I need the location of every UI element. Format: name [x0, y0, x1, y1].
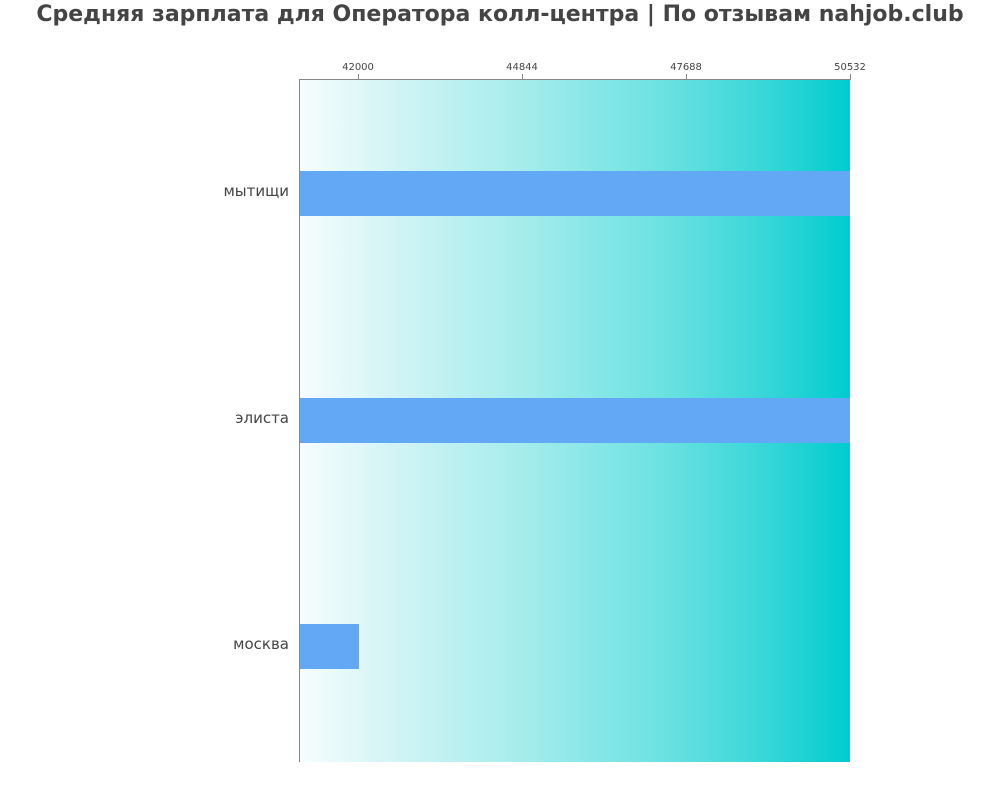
- x-tick-label: 44844: [506, 62, 538, 73]
- bar-1: [300, 398, 850, 443]
- y-axis-line: [299, 79, 300, 762]
- bar-2: [300, 624, 359, 669]
- x-tick-label: 50532: [834, 62, 866, 73]
- x-axis-line: [300, 79, 850, 80]
- x-tick-mark: [522, 74, 523, 80]
- category-label: мытищи: [223, 182, 289, 200]
- x-tick-label: 47688: [670, 62, 702, 73]
- x-tick-label: 42000: [342, 62, 374, 73]
- chart-title: Средняя зарплата для Оператора колл-цент…: [36, 2, 964, 27]
- category-label: элиста: [235, 409, 289, 427]
- category-label: москва: [233, 635, 289, 653]
- x-tick-mark: [850, 74, 851, 80]
- x-tick-mark: [358, 74, 359, 80]
- x-tick-mark: [686, 74, 687, 80]
- bar-0: [300, 171, 850, 216]
